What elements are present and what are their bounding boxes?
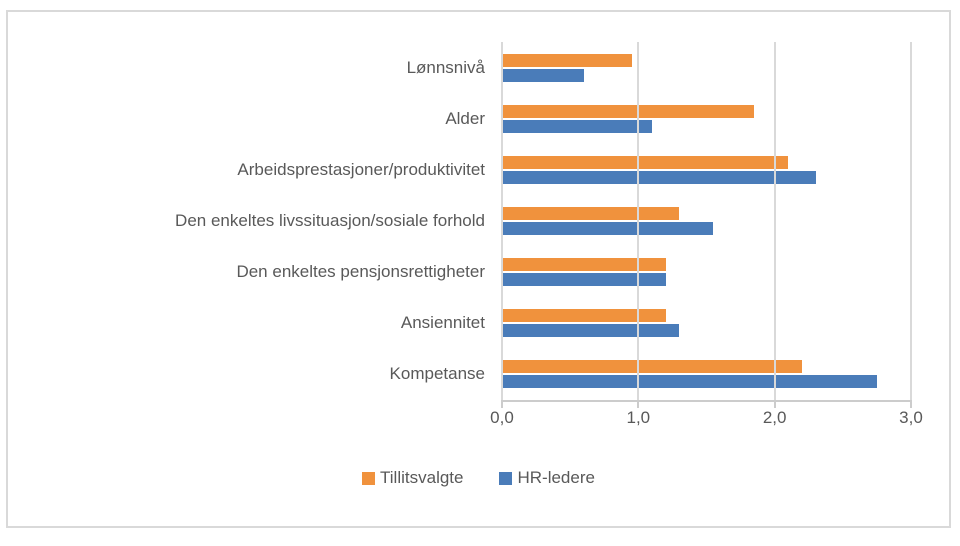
bar-group xyxy=(502,298,911,349)
category-label: Kompetanse xyxy=(389,364,485,384)
x-axis-line xyxy=(501,400,912,402)
axis-tickmark xyxy=(501,402,503,408)
gridline xyxy=(637,42,640,400)
category-label: Lønnsnivå xyxy=(406,57,485,77)
bar-group xyxy=(502,144,911,195)
x-tick-label: 2,0 xyxy=(762,408,787,427)
category-label: Den enkeltes livssituasjon/sosiale forho… xyxy=(175,210,485,230)
chart-legend: Tillitsvalgte HR-ledere xyxy=(6,468,951,488)
bar-tillitsvalgte xyxy=(502,53,632,67)
legend-label: Tillitsvalgte xyxy=(380,468,464,487)
legend-swatch xyxy=(362,471,376,485)
bar-hr-ledere xyxy=(502,375,877,389)
bar-hr-ledere xyxy=(502,170,816,184)
legend-item: HR-ledere xyxy=(499,468,595,488)
bar-tillitsvalgte xyxy=(502,155,789,169)
gridline xyxy=(773,42,776,400)
category-axis-labels: Lønnsnivå Alder Arbeidsprestasjoner/produk… xyxy=(20,42,494,400)
bar-tillitsvalgte xyxy=(502,258,666,272)
x-axis-tick-labels: 0,0 1,0 2,0 3,0 xyxy=(490,408,923,434)
axis-tickmark xyxy=(637,402,640,408)
bar-hr-ledere xyxy=(502,221,714,235)
axis-tickmark xyxy=(910,402,912,408)
bar-hr-ledere xyxy=(502,119,652,133)
bar-hr-ledere xyxy=(502,68,584,82)
category-label: Alder xyxy=(445,108,485,128)
category-label: Ansiennitet xyxy=(400,313,485,333)
bar-group xyxy=(502,93,911,144)
x-tick-label: 1,0 xyxy=(626,408,651,427)
x-tick-label: 0,0 xyxy=(490,408,514,427)
legend-item: Tillitsvalgte xyxy=(362,468,463,488)
gridline xyxy=(910,42,912,400)
category-label: Den enkeltes pensjonsrettigheter xyxy=(236,262,485,282)
bar-hr-ledere xyxy=(502,273,666,287)
bar-group xyxy=(502,42,911,93)
legend-label: HR-ledere xyxy=(517,468,595,487)
bar-tillitsvalgte xyxy=(502,104,755,118)
bar-hr-ledere xyxy=(502,324,680,338)
bar-chart xyxy=(502,42,911,400)
chart-frame xyxy=(6,10,951,528)
x-tick-label: 3,0 xyxy=(899,408,923,427)
bar-tillitsvalgte xyxy=(502,206,680,220)
bar-group xyxy=(502,247,911,298)
axis-tickmark xyxy=(773,402,776,408)
bar-tillitsvalgte xyxy=(502,360,802,374)
gridline xyxy=(501,42,503,400)
bar-group xyxy=(502,195,911,246)
plot-area xyxy=(501,42,912,408)
bar-tillitsvalgte xyxy=(502,309,666,323)
bar-group xyxy=(502,349,911,400)
legend-swatch xyxy=(499,471,513,485)
category-label: Arbeidsprestasjoner/produktivitet xyxy=(237,159,485,179)
